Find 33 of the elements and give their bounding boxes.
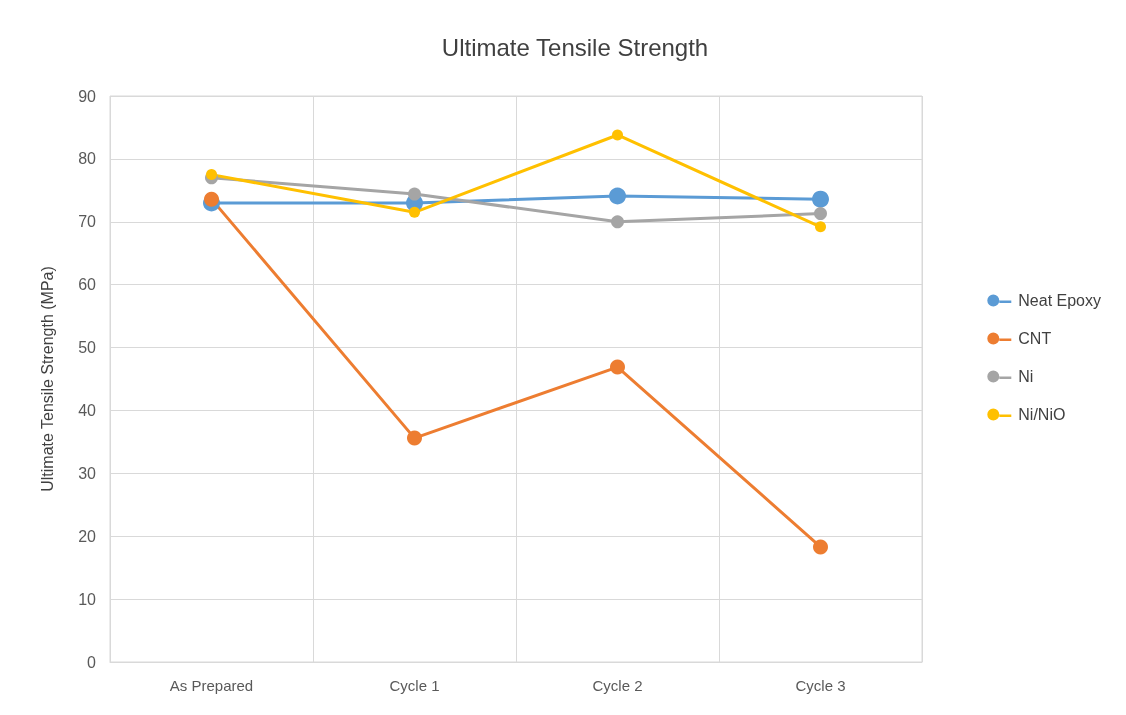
point (206, 169, 217, 181)
y-tick-label: 40 (78, 401, 97, 419)
x-tick-label: Cycle 1 (389, 677, 440, 694)
point (407, 430, 422, 446)
legend-label: CNT (1018, 330, 1052, 347)
point (409, 206, 420, 218)
legend-label: Neat Epoxy (1018, 292, 1102, 309)
point (815, 221, 826, 233)
y-tick-label: 0 (87, 653, 97, 671)
y-tick-label: 90 (78, 87, 97, 105)
chart-title: Ultimate Tensile Strength (441, 33, 709, 61)
y-tick-label: 50 (78, 339, 97, 357)
y-tick-label: 20 (78, 527, 97, 545)
point (812, 190, 829, 208)
point (814, 207, 827, 221)
point (612, 129, 623, 141)
legend-label: Ni/NiO (1018, 406, 1066, 423)
legend-label: Ni (1018, 368, 1034, 385)
y-tick-label: 70 (78, 213, 97, 231)
point (408, 187, 421, 201)
y-tick-label: 60 (78, 276, 97, 294)
x-tick-label: Cycle 3 (795, 677, 846, 694)
point (609, 187, 626, 205)
point (610, 359, 625, 375)
point (611, 215, 624, 229)
x-tick-label: Cycle 2 (592, 677, 643, 694)
y-axis-title: Ultimate Tensile Strength (MPa) (38, 266, 56, 492)
point (204, 191, 219, 207)
y-tick-label: 10 (78, 590, 97, 608)
point (813, 539, 828, 555)
y-tick-label: 30 (78, 464, 97, 482)
x-tick-label: As Prepared (169, 677, 254, 694)
y-tick-label: 80 (78, 150, 97, 168)
